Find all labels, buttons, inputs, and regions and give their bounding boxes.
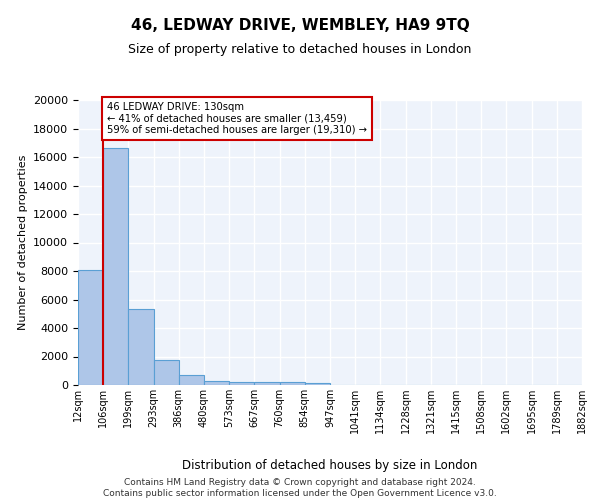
Text: Contains public sector information licensed under the Open Government Licence v3: Contains public sector information licen… — [103, 490, 497, 498]
Bar — [154, 360, 179, 385]
Bar — [179, 375, 204, 385]
Bar — [280, 382, 305, 385]
Bar — [254, 382, 280, 385]
Text: Distribution of detached houses by size in London: Distribution of detached houses by size … — [182, 458, 478, 471]
Bar — [103, 148, 128, 385]
Bar — [128, 310, 154, 385]
Text: Contains HM Land Registry data © Crown copyright and database right 2024.: Contains HM Land Registry data © Crown c… — [124, 478, 476, 487]
Text: 46 LEDWAY DRIVE: 130sqm
← 41% of detached houses are smaller (13,459)
59% of sem: 46 LEDWAY DRIVE: 130sqm ← 41% of detache… — [107, 102, 367, 135]
Bar — [305, 383, 330, 385]
Bar — [204, 380, 229, 385]
Y-axis label: Number of detached properties: Number of detached properties — [17, 155, 28, 330]
Text: Size of property relative to detached houses in London: Size of property relative to detached ho… — [128, 44, 472, 57]
Bar — [229, 382, 254, 385]
Text: 46, LEDWAY DRIVE, WEMBLEY, HA9 9TQ: 46, LEDWAY DRIVE, WEMBLEY, HA9 9TQ — [131, 18, 469, 32]
Bar — [78, 270, 103, 385]
